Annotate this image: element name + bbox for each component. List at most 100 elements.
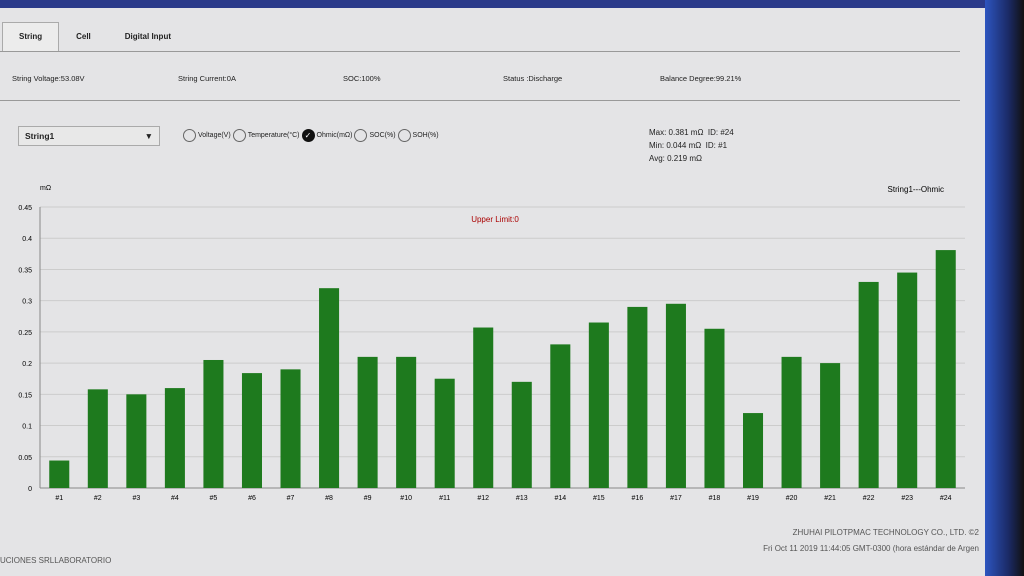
y-tick-label: 0.1	[22, 424, 32, 431]
x-tick-label: #24	[940, 495, 952, 502]
avg-value: Avg: 0.219 mΩ	[649, 154, 702, 163]
radio-label: SOC(%)	[369, 132, 396, 139]
y-tick-label: 0.45	[18, 205, 32, 212]
bar-cell-8[interactable]	[319, 288, 340, 488]
checkmark-icon: ✓	[301, 129, 315, 142]
radio-ohmic[interactable]: ✓ Ohmic(mΩ)	[301, 129, 353, 142]
radio-label: SOH(%)	[412, 132, 439, 139]
status-value: Status :Discharge	[503, 74, 563, 83]
bar-cell-17[interactable]	[665, 303, 686, 488]
tab-string[interactable]: String	[2, 22, 60, 51]
max-value: Max: 0.381 mΩ ID: #24	[649, 128, 734, 137]
y-tick-label: 0.2	[22, 361, 32, 368]
x-tick-label: #7	[287, 495, 295, 502]
tab-bar: String Cell Digital Input	[2, 22, 188, 51]
tab-cell[interactable]: Cell	[76, 32, 91, 41]
x-tick-label: #12	[477, 495, 489, 502]
footer-datetime: Fri Oct 11 2019 11:44:05 GMT-0300 (hora …	[763, 544, 979, 553]
upper-limit-label: Upper Limit:0	[471, 215, 519, 224]
y-axis-unit: mΩ	[40, 185, 51, 192]
min-value: Min: 0.044 mΩ ID: #1	[649, 141, 728, 150]
y-tick-label: 0.35	[18, 267, 32, 274]
radio-soh[interactable]: SOH(%)	[397, 129, 439, 142]
x-tick-label: #17	[670, 495, 682, 502]
divider	[0, 51, 960, 52]
bar-cell-20[interactable]	[781, 356, 802, 488]
y-tick-label: 0.4	[22, 236, 32, 243]
x-tick-label: #5	[210, 495, 218, 502]
string-voltage: String Voltage:53.08V	[12, 74, 85, 83]
bar-cell-7[interactable]	[280, 369, 301, 488]
x-tick-label: #18	[709, 495, 721, 502]
x-tick-label: #6	[248, 495, 256, 502]
x-tick-label: #22	[863, 495, 875, 502]
tab-digital-input[interactable]: Digital Input	[124, 32, 171, 41]
radio-temperature[interactable]: Temperature(°C)	[232, 129, 300, 142]
chevron-down-icon: ▼	[144, 131, 153, 141]
x-tick-label: #14	[554, 495, 566, 502]
app-window: String Cell Digital Input String Voltage…	[0, 8, 985, 576]
divider	[0, 100, 960, 101]
bar-cell-1[interactable]	[49, 460, 70, 488]
radio-label: Ohmic(mΩ)	[316, 132, 353, 139]
radio-voltage[interactable]: Voltage(V)	[183, 129, 231, 142]
metric-radio-group: Voltage(V) Temperature(°C) ✓ Ohmic(mΩ) SO…	[183, 129, 441, 142]
bar-cell-10[interactable]	[396, 356, 417, 488]
bar-cell-24[interactable]	[935, 250, 956, 488]
bar-cell-16[interactable]	[627, 306, 648, 488]
bar-cell-9[interactable]	[357, 356, 378, 488]
x-tick-label: #10	[400, 495, 412, 502]
x-tick-label: #11	[439, 495, 450, 502]
footer-company: ZHUHAI PILOTPMAC TECHNOLOGY CO., LTD. ©2	[792, 528, 979, 537]
x-tick-label: #19	[747, 495, 759, 502]
string-select[interactable]: String1 ▼	[18, 126, 160, 146]
radio-soc[interactable]: SOC(%)	[354, 129, 396, 142]
x-tick-label: #23	[901, 495, 913, 502]
bar-cell-3[interactable]	[126, 394, 147, 488]
x-tick-label: #21	[824, 495, 836, 502]
bar-cell-12[interactable]	[473, 327, 494, 488]
ohmic-summary: Max: 0.381 mΩ ID: #24 Min: 0.044 mΩ ID: …	[649, 126, 734, 165]
ohmic-bar-chart: mΩ String1---Ohmic Upper Limit:0 0 0.05 0.…	[18, 185, 965, 502]
bar-cell-23[interactable]	[897, 272, 918, 488]
y-tick-label: 0.25	[18, 330, 32, 337]
y-tick-label: 0.05	[18, 455, 32, 462]
bar-cell-13[interactable]	[511, 381, 532, 488]
bar-cell-14[interactable]	[550, 344, 571, 488]
soc-value: SOC:100%	[343, 74, 381, 83]
x-tick-label: #4	[171, 495, 179, 502]
x-tick-label: #9	[364, 495, 372, 502]
chart-title: String1---Ohmic	[888, 185, 944, 194]
x-tick-label: #2	[94, 495, 102, 502]
bar-cell-5[interactable]	[203, 359, 224, 488]
x-tick-label: #16	[632, 495, 644, 502]
bar-cell-18[interactable]	[704, 328, 725, 488]
bar-cell-22[interactable]	[858, 281, 879, 488]
y-tick-label: 0.3	[22, 299, 32, 306]
bar-cell-11[interactable]	[434, 378, 455, 488]
radio-circle-icon	[183, 129, 196, 142]
x-tick-label: #20	[786, 495, 798, 502]
string-select-value: String1	[25, 131, 55, 141]
x-tick-label: #15	[593, 495, 605, 502]
radio-circle-icon	[232, 129, 246, 142]
footer-left-text: UCIONES SRLLABORATORIO	[0, 556, 112, 565]
x-tick-label: #3	[132, 495, 140, 502]
bar-cell-4[interactable]	[164, 388, 185, 488]
radio-circle-icon	[354, 129, 368, 142]
x-tick-label: #8	[325, 495, 333, 502]
radio-label: Temperature(°C)	[247, 132, 300, 139]
radio-circle-icon	[397, 129, 411, 142]
radio-label: Voltage(V)	[198, 132, 231, 139]
y-tick-label: 0.15	[18, 392, 32, 399]
bar-cell-2[interactable]	[87, 389, 108, 488]
x-tick-label: #1	[55, 495, 63, 502]
balance-degree: Balance Degree:99.21%	[660, 74, 742, 83]
string-current: String Current:0A	[178, 74, 236, 83]
desktop-edge	[985, 0, 1024, 576]
bar-cell-6[interactable]	[241, 373, 262, 488]
bar-cell-19[interactable]	[743, 413, 764, 488]
bar-cell-15[interactable]	[588, 322, 609, 488]
bar-cell-21[interactable]	[820, 363, 841, 488]
x-tick-label: #13	[516, 495, 528, 502]
